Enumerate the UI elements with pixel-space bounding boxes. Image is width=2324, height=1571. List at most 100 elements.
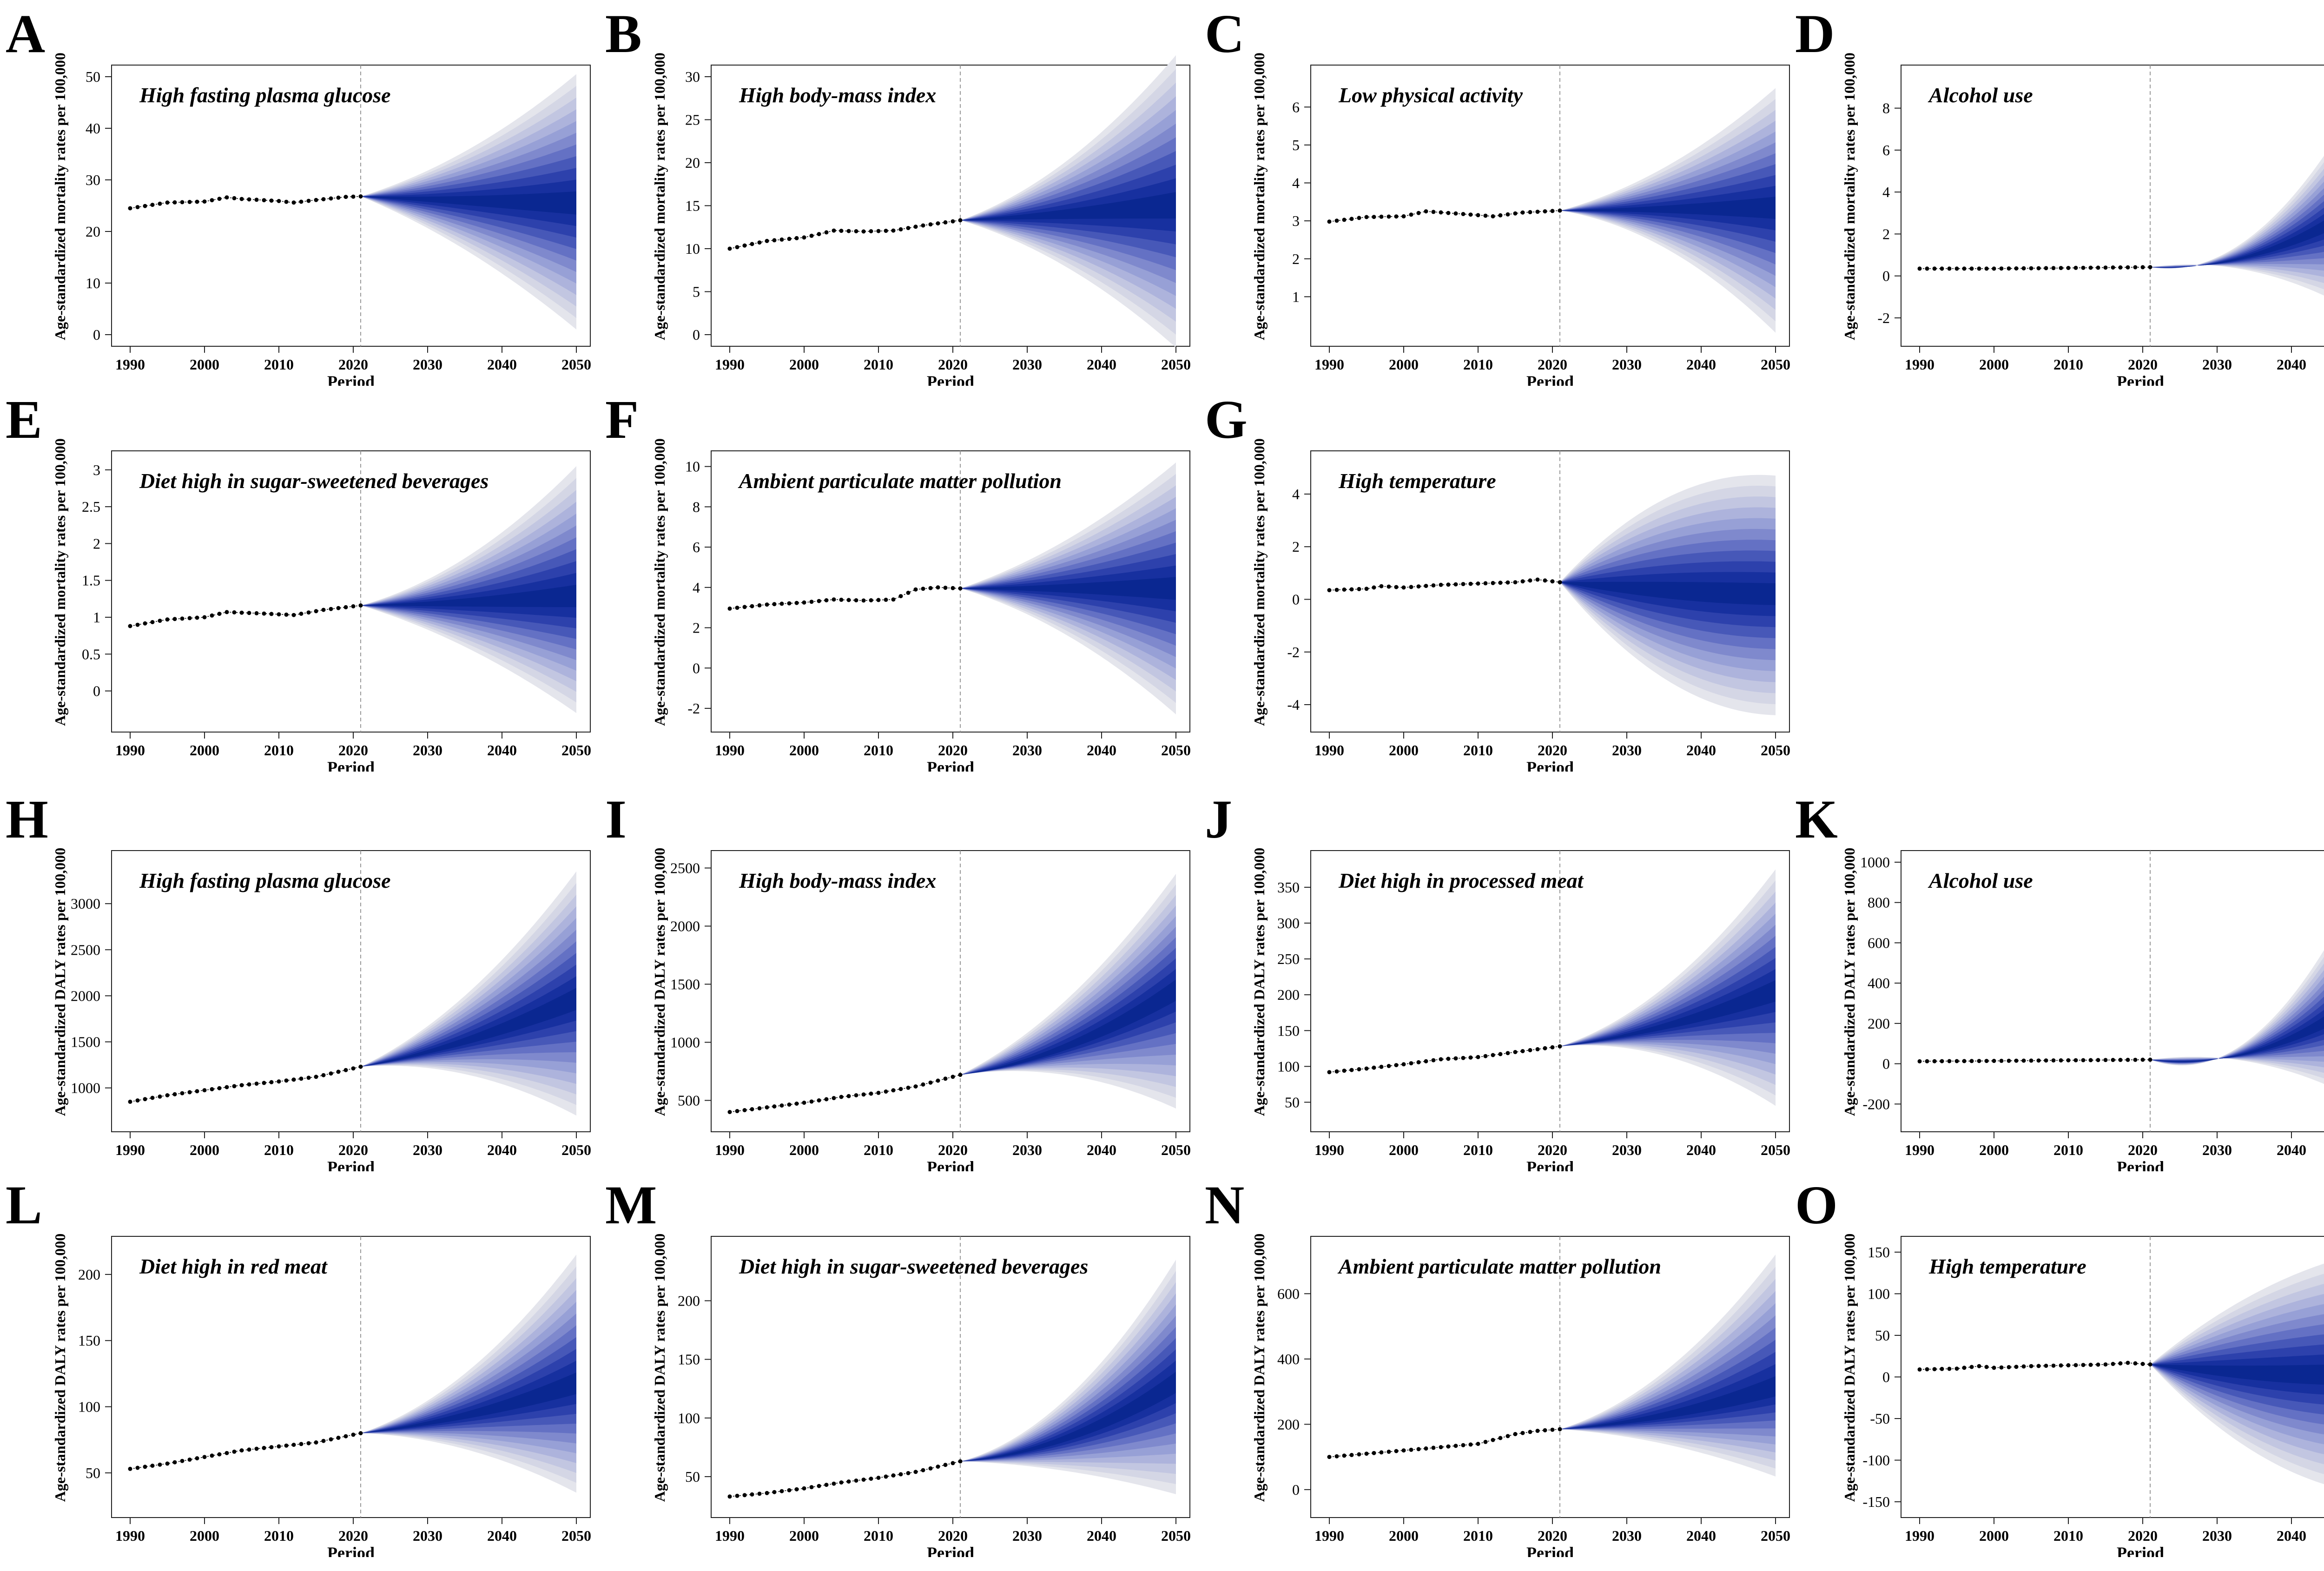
data-point: [2111, 265, 2115, 270]
data-point: [1962, 266, 1967, 271]
data-point: [269, 612, 274, 616]
data-point: [232, 196, 237, 200]
data-point: [750, 1492, 754, 1497]
plot-frame: [111, 65, 591, 347]
y-tick-label: 150: [1868, 1244, 1890, 1261]
data-point: [128, 1466, 132, 1471]
data-point: [2096, 1058, 2100, 1063]
data-point: [772, 238, 777, 243]
data-point: [2059, 1363, 2063, 1368]
y-tick-label: 15: [685, 198, 700, 214]
data-point: [1498, 1052, 1503, 1056]
x-tick-label: 2030: [2202, 356, 2232, 373]
panel-title: Ambient particulate matter pollution: [1337, 1254, 1661, 1278]
x-tick-label: 1990: [115, 1527, 145, 1544]
data-point: [832, 597, 836, 602]
x-tick-label: 1990: [715, 1527, 745, 1544]
forecast-band: [1560, 1364, 1776, 1429]
x-tick-label: 2000: [1979, 1527, 2009, 1544]
chart-panel-b: B 1990 2000 2010 2020 2030 2040 2050 0 5 10 15 20 25 3…: [600, 0, 1199, 386]
plot-frame: [1310, 1236, 1790, 1518]
data-point: [869, 1091, 873, 1096]
data-point: [1386, 1449, 1391, 1454]
x-tick-label: 2010: [264, 742, 294, 759]
data-point: [269, 198, 274, 203]
x-tick-label: 2020: [938, 356, 968, 373]
data-point: [2073, 1363, 2078, 1367]
data-point: [2103, 1058, 2108, 1063]
y-tick-label: 5: [693, 284, 700, 300]
x-tick-label: 2050: [561, 1142, 591, 1158]
history-line: [729, 1461, 961, 1497]
data-point: [1386, 1064, 1391, 1068]
y-axis-label: Age-standardized DALY rates per 100,000: [1841, 1234, 1858, 1502]
data-point: [891, 1473, 896, 1478]
x-tick-label: 2010: [264, 1142, 294, 1158]
plot-frame: [111, 850, 591, 1132]
panel-letter: B: [605, 3, 642, 64]
chart-svg: 1990 2000 2010 2020 2030 2040 2050 1000 1500 2000…: [52, 848, 591, 1171]
data-point: [1446, 1444, 1451, 1449]
y-tick-label: 3: [93, 462, 100, 478]
plot-frame: [1901, 65, 2324, 347]
y-tick-label: 2500: [71, 941, 100, 958]
data-point: [884, 1474, 888, 1479]
data-point: [1342, 1069, 1347, 1073]
data-point: [1992, 1366, 1996, 1370]
data-point: [1424, 209, 1428, 214]
data-point: [1431, 1446, 1436, 1450]
data-point: [727, 1110, 732, 1114]
data-point: [913, 224, 918, 229]
data-point: [1379, 1450, 1384, 1455]
data-point: [269, 1445, 274, 1450]
data-point: [1954, 1366, 1959, 1371]
y-tick-label: 600: [1277, 1285, 1300, 1302]
y-tick-label: 0: [93, 683, 100, 700]
data-point: [839, 229, 844, 233]
x-axis-label: Period: [2117, 372, 2164, 386]
data-point: [1327, 588, 1332, 593]
data-point: [247, 1447, 251, 1452]
data-point: [2036, 266, 2041, 271]
data-point: [921, 223, 925, 228]
data-point: [1476, 213, 1480, 218]
x-tick-label: 2010: [1463, 742, 1493, 759]
data-point: [195, 1456, 199, 1460]
data-point: [128, 206, 132, 211]
data-point: [861, 229, 866, 234]
data-point: [891, 597, 896, 602]
data-point: [158, 619, 162, 623]
x-tick-label: 2010: [864, 1142, 893, 1158]
data-point: [750, 1107, 754, 1111]
y-tick-label: -200: [1862, 1096, 1890, 1112]
data-point: [735, 1493, 739, 1498]
data-point: [1491, 1053, 1495, 1057]
data-point: [2051, 266, 2056, 271]
y-tick-label: 2: [693, 620, 700, 636]
x-tick-label: 2040: [487, 742, 517, 759]
history-line: [729, 220, 961, 249]
y-tick-label: 1500: [71, 1034, 100, 1050]
x-tick-label: 2030: [1612, 742, 1642, 759]
data-point: [239, 1448, 244, 1452]
chart-panel-j: J 1990 2000 2010 2020 2030 2040 2050 50 100 150 200…: [1199, 786, 1799, 1172]
data-point: [1424, 1446, 1428, 1451]
chart-panel-e: E 1990 2000 2010 2020 2030 2040 2050 0 0.5 1 1.5 2 2.…: [0, 386, 600, 772]
data-point: [765, 602, 769, 607]
data-point: [143, 621, 147, 626]
plot-frame: [711, 1236, 1190, 1518]
y-axis-label: Age-standardized mortality rates per 100…: [651, 53, 668, 340]
data-point: [172, 200, 177, 205]
chart-panel-d: D1990200020102020203020402050-202468Peri…: [1789, 0, 2324, 386]
y-tick-label: 150: [678, 1351, 700, 1368]
data-point: [1483, 213, 1488, 218]
data-point: [143, 1097, 147, 1102]
y-tick-label: 2000: [71, 987, 100, 1004]
panel-title: High fasting plasma glucose: [139, 83, 391, 107]
data-point: [224, 1085, 229, 1089]
x-tick-label: 2030: [1612, 1142, 1642, 1158]
data-point: [1379, 1064, 1384, 1069]
data-point: [1992, 1059, 1996, 1063]
data-point: [135, 205, 140, 210]
